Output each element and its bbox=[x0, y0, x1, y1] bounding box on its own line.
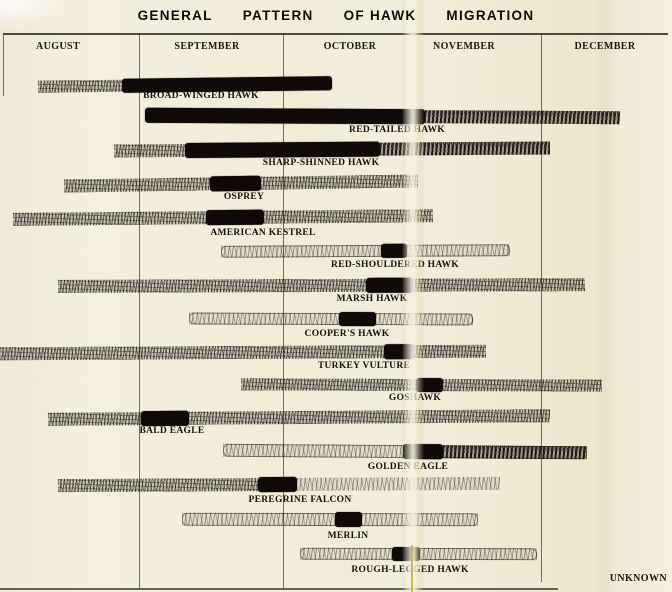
paper-fold-tint bbox=[411, 545, 413, 592]
bar-segment-light bbox=[188, 312, 340, 326]
bar-segment-light bbox=[299, 547, 393, 560]
species-label-bald-eagle: BALD EAGLE bbox=[139, 426, 205, 436]
bar-segment-medium bbox=[188, 409, 551, 425]
bar-segment-medium bbox=[47, 412, 142, 426]
bar-segment-medium bbox=[240, 378, 417, 391]
bar-segment-medium bbox=[412, 278, 586, 292]
bar-segment-medium bbox=[442, 379, 603, 392]
grid-line-bottom bbox=[0, 588, 558, 590]
migration-bar-peregrine-falcon bbox=[57, 476, 501, 493]
page-title: GENERAL PATTERN OF HAWK MIGRATION bbox=[0, 8, 672, 23]
bar-segment-solid bbox=[209, 175, 262, 192]
species-label-american-kestrel: AMERICAN KESTREL bbox=[210, 228, 316, 238]
species-label-turkey-vulture: TURKEY VULTURE bbox=[317, 361, 411, 371]
migration-bar-cooper-s-hawk bbox=[188, 312, 474, 327]
migration-bar-osprey bbox=[63, 174, 419, 193]
migration-bar-merlin bbox=[181, 512, 479, 528]
species-label-red-shouldered-hawk: RED-SHOULDERED HAWK bbox=[331, 260, 459, 270]
grid-line-left-stub bbox=[3, 33, 4, 96]
bar-segment-solid bbox=[205, 209, 265, 226]
species-label-peregrine-falcon: PEREGRINE FALCON bbox=[248, 495, 352, 505]
bar-segment-light bbox=[181, 512, 336, 527]
unknown-note: UNKNOWN bbox=[609, 573, 667, 584]
bar-segment-light bbox=[419, 548, 538, 561]
bar-segment-medium bbox=[260, 174, 419, 190]
bar-segment-solid bbox=[184, 141, 381, 159]
bar-segment-medium bbox=[37, 79, 123, 93]
species-label-merlin: MERLIN bbox=[327, 531, 369, 541]
bar-segment-solid bbox=[334, 512, 363, 528]
bar-segment-dark bbox=[424, 110, 621, 125]
bar-segment-medium bbox=[63, 177, 211, 193]
bar-segment-solid bbox=[338, 312, 377, 327]
bar-segment-light bbox=[296, 476, 501, 491]
grid-line-month bbox=[139, 33, 140, 588]
title-word: OF HAWK bbox=[343, 8, 417, 23]
month-label-november: NOVEMBER bbox=[432, 41, 496, 52]
title-word: GENERAL bbox=[137, 8, 213, 23]
grid-line-month bbox=[283, 33, 284, 588]
bar-segment-medium bbox=[413, 344, 487, 359]
bar-segment-dark bbox=[442, 445, 588, 460]
bar-segment-medium bbox=[113, 144, 186, 158]
migration-bar-american-kestrel bbox=[12, 209, 434, 226]
species-label-cooper-s-hawk: COOPER'S HAWK bbox=[304, 329, 390, 339]
bar-segment-light bbox=[375, 313, 474, 326]
migration-bar-red-tailed-hawk bbox=[144, 107, 621, 125]
bar-segment-solid bbox=[144, 107, 426, 125]
bar-segment-medium bbox=[12, 211, 207, 226]
month-label-august: AUGUST bbox=[35, 41, 81, 52]
month-label-october: OCTOBER bbox=[323, 41, 377, 52]
title-word: MIGRATION bbox=[446, 8, 535, 23]
bar-segment-solid bbox=[257, 476, 298, 493]
species-label-red-tailed-hawk: RED-TAILED HAWK bbox=[349, 125, 445, 135]
bar-segment-medium bbox=[57, 278, 367, 293]
grid-line-top bbox=[3, 33, 668, 35]
month-label-december: DECEMBER bbox=[574, 41, 636, 52]
migration-bar-red-shouldered-hawk bbox=[220, 243, 511, 258]
migration-bar-bald-eagle bbox=[47, 409, 551, 427]
title-word: PATTERN bbox=[242, 8, 314, 23]
species-label-marsh-hawk: MARSH HAWK bbox=[336, 294, 408, 304]
bar-segment-light bbox=[220, 244, 382, 258]
migration-bar-marsh-hawk bbox=[57, 277, 586, 293]
bar-segment-solid bbox=[140, 410, 190, 427]
bar-segment-light bbox=[222, 443, 404, 458]
bar-segment-medium bbox=[57, 478, 259, 493]
species-label-sharp-shinned-hawk: SHARP-SHINNED HAWK bbox=[262, 158, 380, 168]
migration-bar-sharp-shinned-hawk bbox=[113, 141, 551, 159]
paper-crease-right bbox=[594, 0, 616, 592]
species-label-osprey: OSPREY bbox=[223, 192, 265, 202]
grid-line-month bbox=[541, 33, 542, 582]
month-label-september: SEPTEMBER bbox=[174, 41, 240, 52]
species-label-broad-winged-hawk: BROAD-WINGED HAWK bbox=[143, 91, 259, 101]
paper-fold-crease bbox=[402, 0, 424, 592]
bar-segment-medium bbox=[0, 345, 385, 361]
